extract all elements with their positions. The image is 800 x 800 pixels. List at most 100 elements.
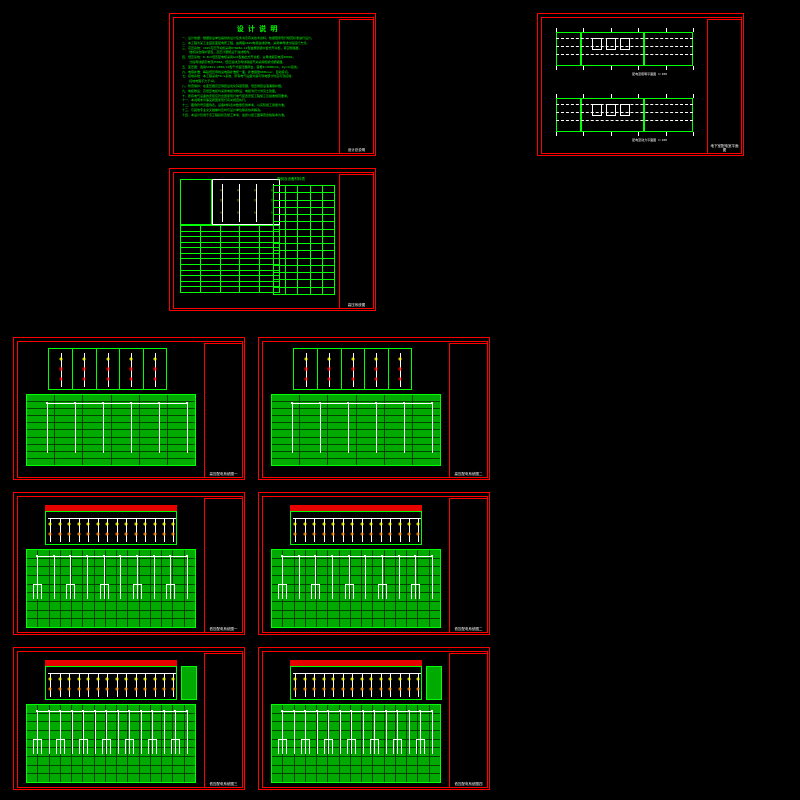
table-cell <box>282 585 293 593</box>
table-cell <box>71 714 82 722</box>
table-cell <box>429 593 440 601</box>
fuse-icon <box>341 533 344 536</box>
fuse-icon <box>313 688 316 691</box>
pt-icon <box>130 378 133 381</box>
table-cell <box>429 774 440 782</box>
sub-drop <box>278 584 279 600</box>
table-cell <box>294 619 305 627</box>
fuse-icon <box>68 688 71 691</box>
title-block: 高压配电系统图一 <box>204 343 242 478</box>
table-cell <box>282 611 293 619</box>
table-cell <box>272 567 282 575</box>
hv-spec-table <box>26 394 196 466</box>
title-block-label: 低压配电系统图二 <box>455 627 483 631</box>
table-cell <box>384 576 395 584</box>
title-block-label: 高压系统图 <box>348 303 366 307</box>
table-row <box>274 214 334 221</box>
table-cell <box>282 576 293 584</box>
table-cell <box>71 757 82 765</box>
table-row <box>272 713 440 722</box>
table-cell <box>172 567 183 575</box>
table-cell <box>350 766 361 774</box>
sub-branch <box>166 584 174 585</box>
table-cell <box>150 602 161 610</box>
fuse-icon <box>115 688 118 691</box>
breaker-icon <box>125 523 128 526</box>
table-cell <box>49 731 60 739</box>
capacitor-bank <box>181 666 197 700</box>
table-cell <box>127 766 138 774</box>
fuse-icon <box>407 533 410 536</box>
table-cell <box>282 619 293 627</box>
hv-bay <box>364 349 388 389</box>
fuse-icon <box>134 688 137 691</box>
ct-icon <box>153 368 156 371</box>
enclosure <box>45 511 178 545</box>
lv-lineup <box>45 660 178 700</box>
table-cell <box>37 766 48 774</box>
table-cell <box>150 559 161 567</box>
table-cell <box>429 748 440 756</box>
sub-drop <box>133 739 134 755</box>
table-cell <box>27 559 37 567</box>
tree-drop <box>315 556 316 599</box>
table-cell <box>60 714 71 722</box>
table-cell <box>184 602 195 610</box>
tree-drop <box>129 711 130 754</box>
title-block: 低压配电系统图四 <box>449 653 487 788</box>
table-row <box>272 422 440 429</box>
table-cell <box>49 766 60 774</box>
table-cell <box>239 287 259 292</box>
tree-node <box>327 710 329 712</box>
sub-branch <box>370 739 378 740</box>
tree-node <box>169 555 171 557</box>
table-cell <box>127 602 138 610</box>
grid-tick <box>666 66 667 70</box>
table-cell <box>105 576 116 584</box>
table-cell <box>71 593 82 601</box>
table-cell <box>272 459 299 465</box>
wiring-run <box>556 54 693 55</box>
table-row <box>27 415 195 422</box>
tree-node <box>59 710 61 712</box>
breaker-icon <box>398 523 401 526</box>
table-cell <box>60 602 71 610</box>
table-cell <box>27 576 37 584</box>
table-cell <box>60 722 71 730</box>
table-cell <box>105 774 116 782</box>
tree-drop <box>154 556 155 599</box>
capacitor-bank <box>426 666 442 700</box>
ct-icon: □ <box>254 198 256 202</box>
tree-node <box>414 555 416 557</box>
table-cell <box>417 611 428 619</box>
table-cell <box>127 757 138 765</box>
sub-drop <box>378 584 379 600</box>
table-row <box>272 601 440 610</box>
tree-drop <box>187 711 188 754</box>
table-cell <box>417 731 428 739</box>
grid-tick <box>638 94 639 98</box>
tree-node <box>186 555 188 557</box>
table-cell <box>417 714 428 722</box>
enclosure <box>290 511 423 545</box>
tree-node <box>348 555 350 557</box>
fuse-icon <box>115 533 118 536</box>
table-cell <box>384 602 395 610</box>
table-cell <box>429 559 440 567</box>
breaker-icon <box>360 678 363 681</box>
tree-node <box>362 710 364 712</box>
table-cell <box>27 619 37 627</box>
table-cell <box>105 602 116 610</box>
fuse-icon <box>172 688 175 691</box>
tree-drop <box>299 556 300 599</box>
table-cell <box>37 740 48 748</box>
tree-drop <box>432 556 433 599</box>
table-row <box>272 429 440 436</box>
table-cell <box>361 593 372 601</box>
ct-icon <box>351 368 354 371</box>
table-cell <box>282 602 293 610</box>
table-cell <box>105 585 116 593</box>
pt-icon <box>153 378 156 381</box>
sub-drop <box>301 739 302 755</box>
tree-bus <box>282 556 432 557</box>
